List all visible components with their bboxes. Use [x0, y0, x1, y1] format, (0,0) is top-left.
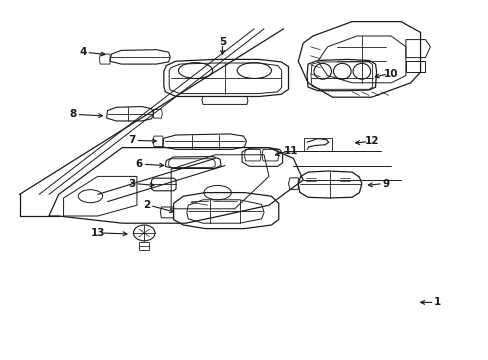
Text: 9: 9	[382, 179, 389, 189]
Text: 8: 8	[70, 109, 77, 120]
Text: 12: 12	[364, 136, 378, 147]
Text: 13: 13	[90, 228, 105, 238]
Text: 2: 2	[143, 200, 150, 210]
Text: 6: 6	[136, 159, 142, 169]
Text: 7: 7	[128, 135, 136, 145]
Text: 1: 1	[433, 297, 440, 307]
Text: 10: 10	[383, 69, 398, 79]
Text: 5: 5	[219, 37, 225, 48]
Text: 4: 4	[79, 47, 87, 57]
Text: 3: 3	[128, 179, 135, 189]
Text: 11: 11	[283, 146, 298, 156]
